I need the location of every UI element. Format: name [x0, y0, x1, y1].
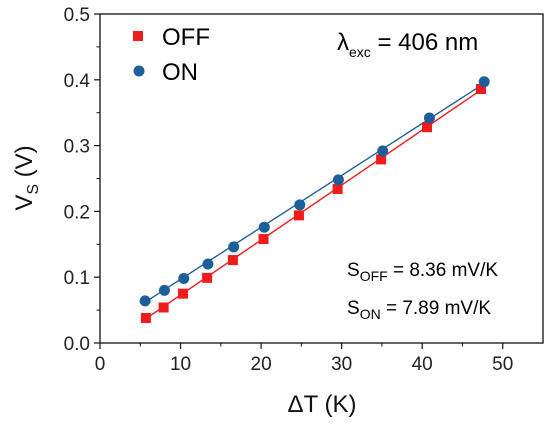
legend-marker-off	[133, 31, 143, 41]
x-tick-label: 0	[95, 354, 106, 375]
y-tick-label: 0.3	[64, 137, 90, 158]
data-point-off	[158, 302, 169, 313]
data-point-on	[139, 295, 151, 307]
s-off-annotation: SOFF = 8.36 mV/K	[347, 260, 498, 284]
data-point-off	[376, 154, 387, 165]
y-tick-label: 0.4	[64, 71, 91, 92]
data-point-on	[423, 112, 435, 124]
legend-label-off: OFF	[162, 24, 210, 51]
fit-line-off	[145, 87, 484, 320]
data-point-off	[422, 122, 433, 133]
axis-ticks: 0 10 20 30 40 50 0.0 0.1 0.2 0.3 0.4 0.5	[64, 5, 514, 375]
data-point-off	[475, 84, 486, 95]
data-point-off	[140, 312, 151, 323]
x-tick-label: 50	[492, 354, 513, 375]
y-tick-label: 0.0	[64, 334, 90, 355]
data-point-off	[177, 288, 188, 299]
data-point-on	[377, 145, 389, 157]
x-tick-label: 10	[170, 354, 191, 375]
y-tick-label: 0.2	[64, 202, 90, 223]
y-axis-title: VS (V)	[11, 145, 42, 210]
data-point-on	[178, 273, 190, 285]
y-tick-label: 0.5	[64, 5, 90, 26]
legend-marker-on	[133, 65, 145, 77]
legend-label-on: ON	[162, 59, 198, 86]
x-tick-label: 40	[412, 354, 433, 375]
data-point-on	[228, 241, 240, 253]
y-tick-label: 0.1	[64, 268, 90, 289]
x-tick-label: 30	[331, 354, 352, 375]
data-point-on	[294, 199, 306, 211]
s-on-annotation: SON = 7.89 mV/K	[347, 298, 491, 322]
data-point-on	[258, 221, 270, 233]
data-point-off	[227, 255, 238, 266]
data-point-off	[258, 234, 269, 245]
data-point-on	[478, 76, 490, 88]
data-point-off	[332, 184, 343, 195]
wavelength-annotation: λexc = 406 nm	[337, 29, 478, 60]
x-axis-title: ΔT (K)	[288, 391, 357, 418]
x-tick-label: 20	[251, 354, 272, 375]
data-point-off	[202, 272, 213, 283]
data-markers	[139, 76, 490, 323]
legend: OFF ON	[133, 24, 210, 86]
data-point-off	[293, 210, 304, 221]
data-point-on	[158, 284, 170, 296]
data-point-on	[332, 174, 344, 186]
data-point-on	[202, 258, 214, 270]
